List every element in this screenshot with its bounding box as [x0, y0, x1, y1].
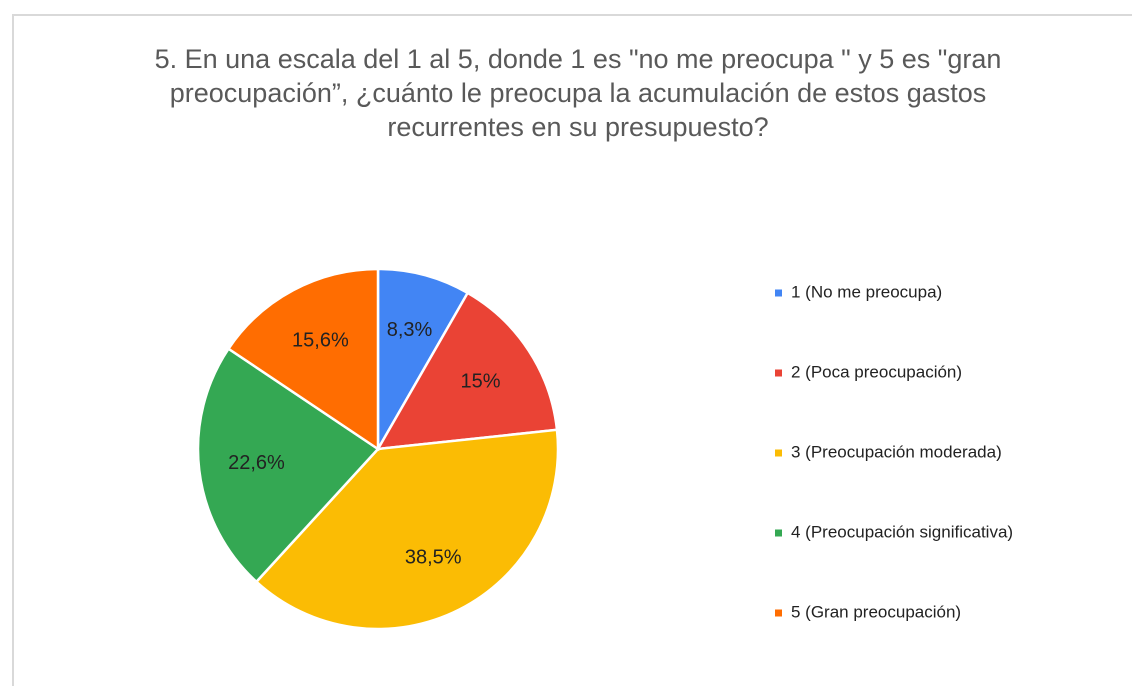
data-label: 22,6%: [228, 452, 285, 474]
legend-swatch: [775, 369, 782, 377]
chart-title: 5. En una escala del 1 al 5, donde 1 es …: [154, 44, 1002, 142]
legend-label: 4 (Preocupación significativa): [791, 522, 1013, 541]
frame: [12, 14, 1132, 686]
legend-swatch: [775, 609, 782, 617]
data-label: 15%: [460, 370, 500, 392]
pie-slice: [226, 267, 380, 452]
legend-swatch: [775, 289, 782, 297]
legend-label: 2 (Poca preocupación): [791, 362, 962, 381]
legend-label: 3 (Preocupación moderada): [791, 442, 1002, 461]
data-label: 15,6%: [292, 329, 349, 351]
pie-slice: [376, 267, 470, 454]
pie-slice: [375, 291, 559, 451]
legend-label: 5 (Gran preocupación): [791, 602, 961, 621]
pie-slice: [254, 428, 560, 631]
data-label: 38,5%: [405, 547, 462, 569]
pie-slice: [196, 347, 380, 584]
legend-swatch: [775, 449, 782, 457]
legend-swatch: [775, 529, 782, 537]
legend-label: 1 (No me preocupa): [791, 282, 942, 301]
data-label: 8,3%: [387, 319, 433, 341]
